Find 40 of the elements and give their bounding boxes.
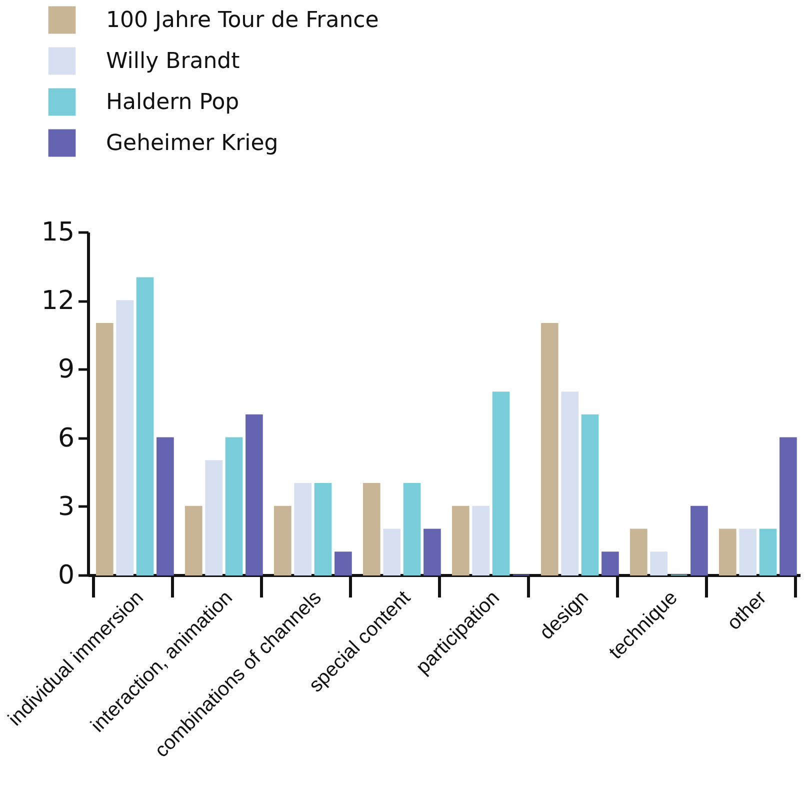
bar	[581, 414, 599, 576]
bar	[602, 552, 619, 576]
bar	[314, 483, 332, 576]
bar	[274, 506, 292, 576]
bar	[630, 528, 648, 576]
y-tick-label: 9	[58, 354, 74, 385]
bar	[561, 392, 578, 576]
bar	[116, 300, 134, 576]
bar	[403, 483, 421, 576]
bar	[492, 392, 510, 576]
bar	[718, 528, 736, 576]
y-tick-label: 3	[58, 492, 74, 522]
bar	[424, 528, 441, 576]
bar	[225, 437, 243, 576]
bar	[759, 528, 777, 576]
legend-label: 100 Jahre Tour de France	[106, 8, 379, 33]
bar	[184, 506, 202, 576]
bar	[205, 460, 222, 576]
y-tick-label: 0	[58, 560, 74, 590]
bar	[362, 483, 380, 576]
bar	[334, 552, 352, 576]
bar	[739, 528, 756, 576]
bar	[156, 437, 174, 576]
bar	[452, 506, 470, 576]
bar	[472, 506, 490, 576]
bar	[650, 552, 668, 576]
legend-label: Geheimer Krieg	[106, 131, 278, 156]
bar	[96, 322, 114, 576]
bar	[294, 483, 312, 576]
bar	[246, 414, 263, 576]
bar	[136, 277, 154, 576]
bar	[540, 322, 558, 576]
y-tick-label: 15	[41, 218, 74, 248]
legend-label: Willy Brandt	[106, 49, 240, 74]
legend-label: Haldern Pop	[106, 90, 240, 115]
bar	[780, 437, 797, 576]
bar	[690, 506, 708, 576]
bar	[383, 528, 400, 576]
y-tick-label: 12	[41, 286, 74, 316]
y-tick-label: 6	[58, 423, 74, 454]
